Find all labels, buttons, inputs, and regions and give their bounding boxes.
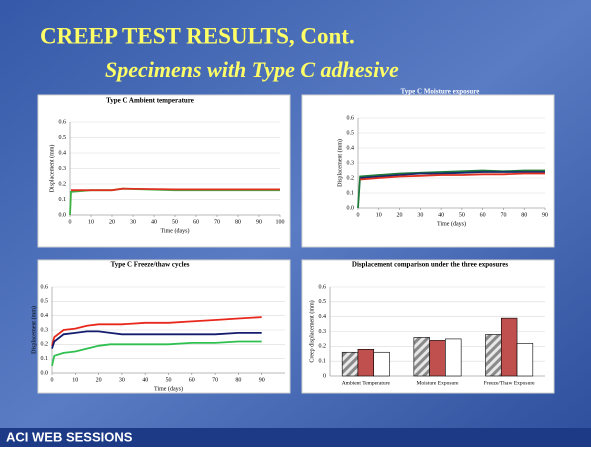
page: {"header":{"title":"CREEP TEST RESULTS, … <box>0 0 591 447</box>
y-axis-label: Displacement (mm) <box>48 145 55 193</box>
x-tick-label: 20 <box>397 212 403 218</box>
y-tick-label: 0.2 <box>59 181 67 187</box>
y-tick-label: 0.1 <box>59 197 67 203</box>
y-tick-label: 0.6 <box>347 115 355 121</box>
x-tick-label: 80 <box>235 377 241 383</box>
x-tick-label: 50 <box>459 212 465 218</box>
x-tick-label: 80 <box>521 212 527 218</box>
bar <box>414 337 430 376</box>
chart-title: Type C Freeze/thaw cycles <box>111 261 190 269</box>
y-tick-label: 0.4 <box>347 145 355 151</box>
x-tick-label: 40 <box>438 212 444 218</box>
chart-panel <box>38 95 290 247</box>
x-axis-label: Time (days) <box>154 385 183 392</box>
x-tick-label: 60 <box>189 377 195 383</box>
bar <box>342 352 358 376</box>
y-tick-label: 0.3 <box>319 329 327 335</box>
bar <box>501 318 517 376</box>
chart-title: Type C Moisture exposure <box>401 88 480 96</box>
y-tick-label: 0.1 <box>347 190 355 196</box>
bar <box>517 343 533 376</box>
y-tick-label: 0.5 <box>41 299 49 305</box>
y-axis-label: Creep displacement (mm) <box>308 300 315 362</box>
x-tick-label: Moisture Exposure <box>416 380 459 386</box>
x-tick-label: 30 <box>119 377 125 383</box>
x-tick-label: 10 <box>88 219 94 225</box>
x-tick-label: 70 <box>212 377 218 383</box>
x-tick-label: 60 <box>480 212 486 218</box>
y-tick-label: 0 <box>323 373 326 379</box>
x-tick-label: 30 <box>417 212 423 218</box>
slide: CREEP TEST RESULTS, Cont. Specimens with… <box>0 0 591 447</box>
y-tick-label: 0.4 <box>41 313 49 319</box>
y-axis-label: Displacement (mm) <box>30 306 37 354</box>
y-tick-label: 0.3 <box>347 160 355 166</box>
x-tick-label: 70 <box>500 212 506 218</box>
x-tick-label: 70 <box>214 219 220 225</box>
y-tick-label: 0.0 <box>59 212 67 218</box>
y-tick-label: 0.1 <box>319 359 327 365</box>
bar <box>430 340 446 376</box>
x-tick-label: Freeze/Thaw Exposure <box>484 380 535 386</box>
y-tick-label: 0.5 <box>347 130 355 136</box>
y-tick-label: 0.0 <box>41 370 49 376</box>
x-tick-label: 90 <box>259 377 265 383</box>
x-tick-label: 10 <box>72 377 78 383</box>
x-tick-label: 10 <box>376 212 382 218</box>
x-tick-label: 50 <box>166 377 172 383</box>
y-tick-label: 0.2 <box>347 175 355 181</box>
x-tick-label: 40 <box>151 219 157 225</box>
slide-title: CREEP TEST RESULTS, Cont. <box>40 23 355 48</box>
y-axis-label: Displacement (mm) <box>336 139 343 187</box>
slide-subtitle: Specimens with Type C adhesive <box>105 57 399 82</box>
x-tick-label: 40 <box>142 377 148 383</box>
y-tick-label: 0.1 <box>41 356 49 362</box>
x-axis-label: Time (days) <box>161 227 190 234</box>
y-tick-label: 0.4 <box>319 314 327 320</box>
chart-title: Type C Ambient temperature <box>106 97 194 105</box>
x-axis-label: Time (days) <box>437 220 466 227</box>
chart-title: Displacement comparison under the three … <box>352 261 508 269</box>
y-tick-label: 0.4 <box>59 150 67 156</box>
y-tick-label: 0.0 <box>347 205 355 211</box>
y-tick-label: 0.6 <box>59 119 67 125</box>
bar <box>486 334 502 376</box>
x-tick-label: 20 <box>96 377 102 383</box>
x-tick-label: 80 <box>235 219 241 225</box>
x-tick-label: 90 <box>256 219 262 225</box>
x-tick-label: Ambient Temperature <box>342 380 391 386</box>
x-tick-label: 90 <box>542 212 548 218</box>
x-tick-label: 30 <box>130 219 136 225</box>
y-tick-label: 0.3 <box>59 166 67 172</box>
bar <box>358 349 374 376</box>
y-tick-label: 0.6 <box>41 284 49 290</box>
y-tick-label: 0.5 <box>319 299 327 305</box>
bar <box>445 339 461 376</box>
x-tick-label: 0 <box>357 212 360 218</box>
y-tick-label: 0.6 <box>319 284 327 290</box>
y-tick-label: 0.2 <box>41 342 49 348</box>
x-tick-label: 20 <box>109 219 115 225</box>
x-tick-label: 50 <box>172 219 178 225</box>
x-tick-label: 100 <box>276 219 285 225</box>
y-tick-label: 0.3 <box>41 327 49 333</box>
x-tick-label: 0 <box>69 219 72 225</box>
y-tick-label: 0.5 <box>59 135 67 141</box>
x-tick-label: 0 <box>51 377 54 383</box>
x-tick-label: 60 <box>193 219 199 225</box>
bar <box>374 352 390 376</box>
y-tick-label: 0.2 <box>319 344 327 350</box>
footer-text: ACI WEB SESSIONS <box>6 429 133 444</box>
